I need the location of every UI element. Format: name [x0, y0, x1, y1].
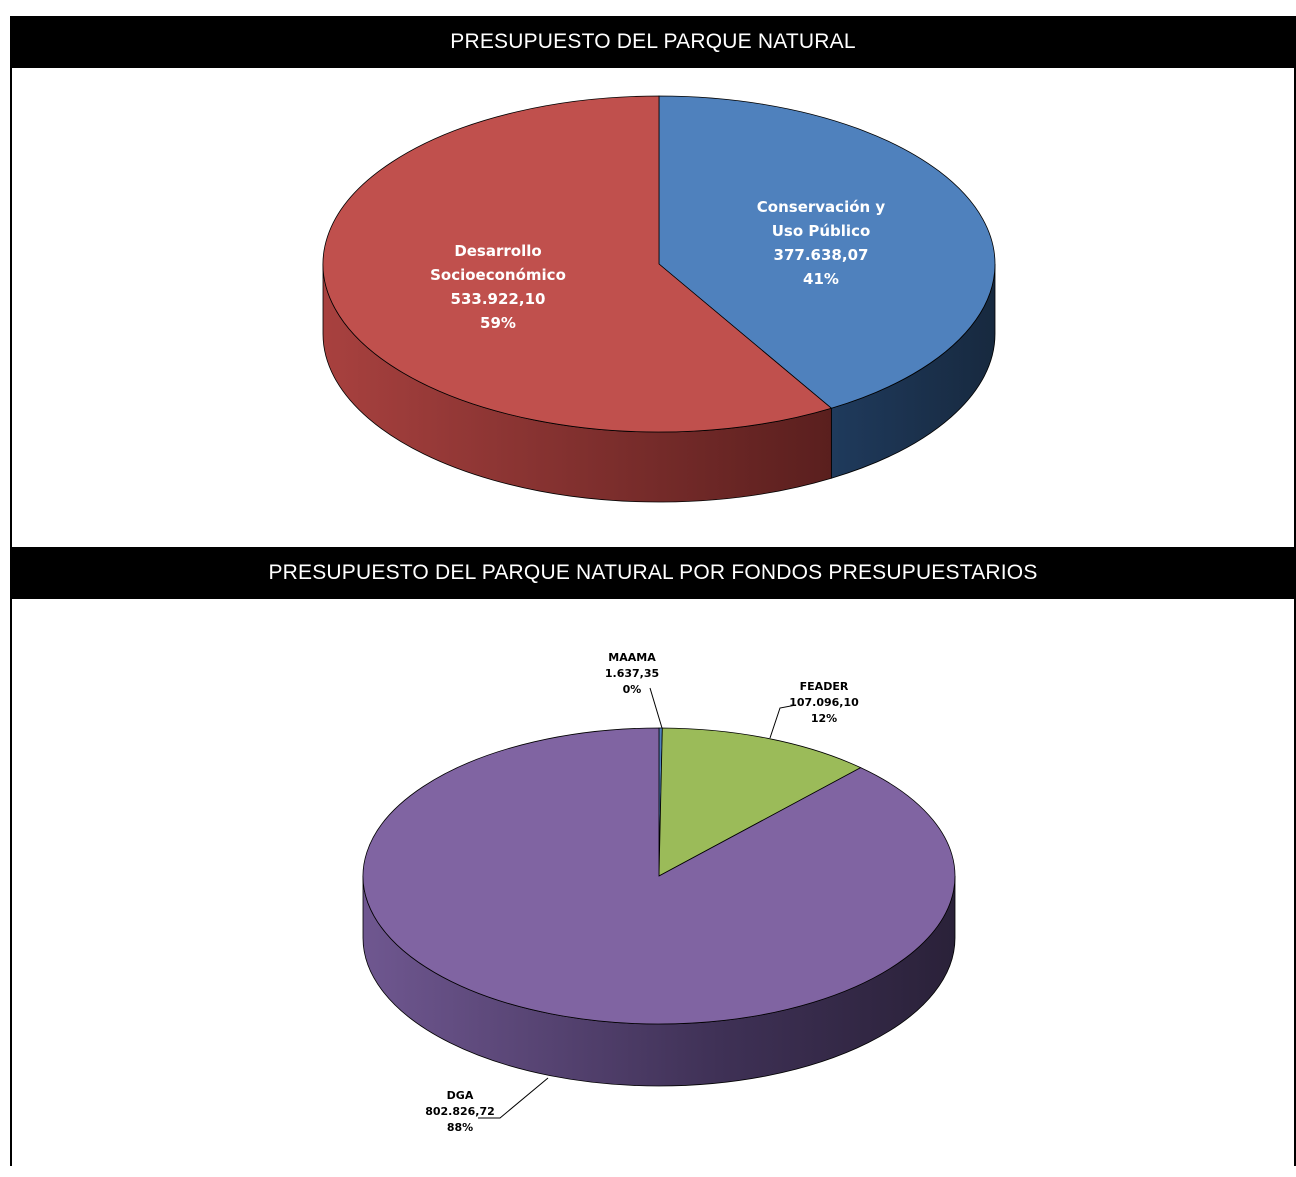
leader-line [478, 1077, 549, 1119]
chart2-title: PRESUPUESTO DEL PARQUE NATURAL POR FONDO… [10, 547, 1296, 599]
data-label-conservacion: Conservación y Uso Público 377.638,07 41% [757, 198, 886, 288]
data-label-maama: MAAMA 1.637,35 0% [605, 651, 659, 696]
slice-feader [658, 727, 862, 877]
data-label-dga: DGA 802.826,72 88% [425, 1089, 495, 1134]
chart1-title: PRESUPUESTO DEL PARQUE NATURAL [10, 16, 1296, 68]
pie-chart-budget-by-fund: MAAMA 1.637,35 0% FEADER 107.096,10 12% DGA 802… [362, 651, 956, 1134]
pie-chart-budget-by-area: Conservación y Uso Público 377.638,07 41% De… [322, 95, 996, 503]
data-label-feader: FEADER 107.096,10 12% [789, 680, 859, 725]
leader-line [649, 687, 663, 729]
leader-line [769, 704, 797, 739]
data-label-desarrollo: Desarrollo Socioeconómico 533.922,10 59% [430, 242, 566, 332]
slice-conservaci-n-y-uso-p-blico [658, 95, 996, 409]
slice-desarrollo-socioecon-mico [322, 95, 833, 433]
slice-dga [362, 727, 956, 1025]
